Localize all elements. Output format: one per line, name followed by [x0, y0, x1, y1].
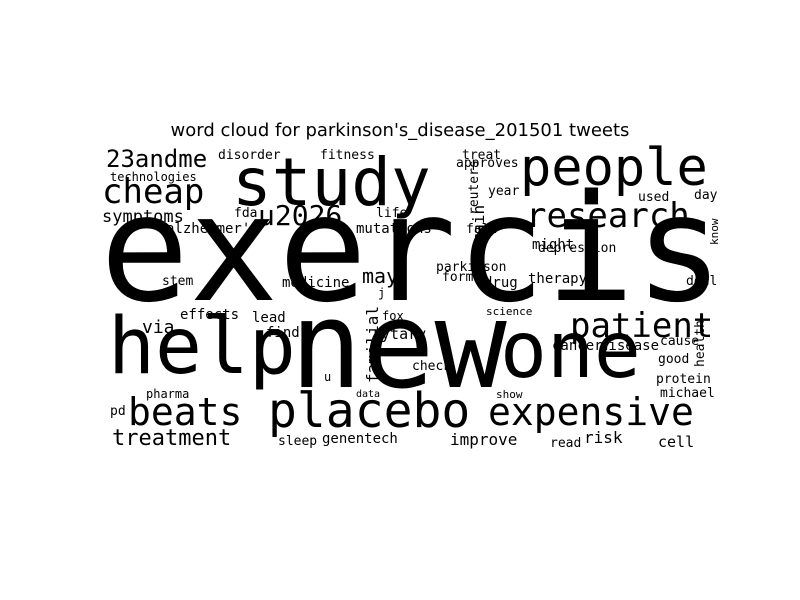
- word-32: rytary: [372, 325, 426, 343]
- word-6: placebo: [268, 383, 470, 439]
- word-30: technologies: [110, 170, 197, 184]
- word-9: cheap: [102, 172, 204, 212]
- word-11: research: [526, 196, 690, 236]
- word-63: stem: [162, 274, 193, 289]
- word-37: therapy: [528, 271, 587, 287]
- word-29: disorder: [218, 148, 281, 163]
- word-61: science: [486, 305, 532, 318]
- word-69: j: [378, 286, 385, 300]
- word-54: deal: [686, 274, 717, 289]
- word-20: improve: [450, 430, 517, 449]
- word-64: pd: [110, 404, 126, 419]
- word-3: one: [500, 306, 641, 396]
- word-49: fall: [466, 222, 497, 237]
- word-19: brain: [469, 205, 488, 253]
- word-60: show: [496, 388, 523, 401]
- word-2: help: [108, 302, 296, 392]
- word-5: people: [520, 145, 708, 198]
- word-7: beats: [128, 390, 242, 434]
- word-68: u: [324, 370, 331, 384]
- word-56: cause: [660, 334, 699, 349]
- word-26: risk: [584, 428, 623, 447]
- word-58: check: [412, 359, 451, 374]
- word-1: new: [290, 277, 507, 416]
- word-cloud: exercisenewhelp one study people placebo beat…: [100, 145, 720, 455]
- word-46: approves: [456, 156, 519, 171]
- word-17: via: [142, 317, 175, 338]
- word-44: find: [266, 325, 300, 341]
- word-65: form: [442, 270, 473, 285]
- word-31: effects: [180, 307, 239, 323]
- word-53: know: [708, 218, 720, 245]
- word-15: symptoms: [102, 207, 184, 227]
- word-57: sleep: [278, 434, 317, 449]
- word-8: expensive: [488, 390, 694, 434]
- word-55: good: [658, 352, 689, 367]
- word-51: used: [638, 190, 669, 205]
- word-18: familial: [363, 306, 382, 383]
- word-50: might: [532, 237, 574, 253]
- word-24: cancer: [552, 338, 603, 354]
- word-47: treat: [462, 148, 501, 163]
- word-39: protein: [656, 372, 711, 387]
- word-35: health: [693, 320, 708, 367]
- word-23: disease: [600, 338, 659, 354]
- word-48: year: [488, 184, 519, 199]
- word-25: cell: [658, 433, 694, 451]
- word-10: patient: [570, 306, 713, 346]
- word-38: parkinson: [436, 260, 506, 275]
- word-22: mutations: [356, 221, 432, 237]
- word-13: 23andme: [106, 145, 207, 173]
- word-36: drug: [484, 275, 518, 291]
- word-40: michael: [660, 386, 715, 401]
- word-67: data: [356, 389, 380, 400]
- word-0: exercise: [100, 163, 720, 335]
- word-27: depression: [538, 241, 616, 256]
- word-62: pharma: [146, 387, 189, 401]
- word-42: life: [376, 206, 407, 221]
- word-45: reuters: [467, 160, 482, 215]
- word-41: fda: [234, 206, 257, 221]
- word-28: fitness: [320, 148, 375, 163]
- word-4: study: [232, 145, 431, 221]
- word-33: genentech: [322, 431, 398, 447]
- word-43: lead: [252, 310, 286, 326]
- word-34: medicine: [282, 275, 349, 291]
- word-16: may: [362, 264, 398, 288]
- word-21: alzheimer's: [166, 221, 259, 237]
- word-59: read: [550, 436, 581, 451]
- chart-title: word cloud for parkinson's_disease_20150…: [170, 120, 630, 141]
- word-52: day: [694, 188, 718, 203]
- word-66: fox: [382, 309, 404, 323]
- word-12: u2026: [258, 199, 342, 232]
- word-14: treatment: [112, 426, 231, 451]
